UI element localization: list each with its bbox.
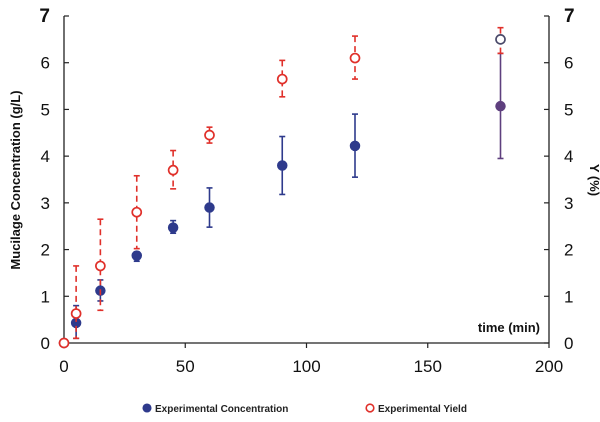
error-bar <box>279 59 286 98</box>
data-point <box>349 140 361 152</box>
y-tick-label: 3 <box>41 194 50 213</box>
x-tick-label: 0 <box>59 357 68 376</box>
x-tick-label: 50 <box>176 357 195 376</box>
y2-tick-label: 3 <box>564 194 573 213</box>
legend: Experimental Concentration Experimental … <box>142 403 467 415</box>
y-axis-title: Mucilage Concentration (g/L) <box>8 90 23 269</box>
data-point <box>131 250 142 261</box>
data-point <box>495 34 506 45</box>
legend-item-yield: Experimental Yield <box>365 403 467 415</box>
x-tick-label: 200 <box>535 357 563 376</box>
error-bar <box>73 265 80 340</box>
data-point <box>495 100 506 112</box>
error-bar <box>133 174 140 250</box>
y-tick-label: 5 <box>41 100 50 119</box>
x-tick-label: 100 <box>292 357 320 376</box>
y-tick-label: 7 <box>39 6 50 27</box>
legend-label-concentration: Experimental Concentration <box>155 404 288 415</box>
y2-tick-label: 5 <box>564 100 573 119</box>
x-tick-label: 150 <box>414 357 442 376</box>
x-axis-title: time (min) <box>478 320 540 335</box>
y-tick-label: 1 <box>41 287 50 306</box>
data-point <box>276 73 288 85</box>
data-point <box>58 337 70 349</box>
data-point <box>70 308 82 319</box>
y2-tick-label: 6 <box>564 54 573 73</box>
data-point <box>131 206 143 218</box>
legend-label-yield: Experimental Yield <box>378 404 467 415</box>
legend-marker-concentration <box>142 403 152 413</box>
y2-tick-label: 0 <box>564 334 573 353</box>
data-point <box>167 222 179 233</box>
y2-tick-label: 4 <box>564 147 573 166</box>
data-point <box>277 160 288 171</box>
y-tick-label: 6 <box>41 54 50 73</box>
legend-item-concentration: Experimental Concentration <box>142 403 288 415</box>
y-tick-label: 4 <box>41 147 50 166</box>
y2-tick-label: 1 <box>564 287 573 306</box>
y2-axis-title: Y (%) <box>587 164 600 196</box>
error-bar <box>170 149 177 190</box>
y2-tick-label: 2 <box>564 241 573 260</box>
data-point <box>95 260 106 272</box>
y-tick-label: 2 <box>41 241 50 260</box>
y2-tick-label: 7 <box>564 6 575 27</box>
series-yield <box>58 26 506 349</box>
series-layer <box>58 26 506 349</box>
y-tick-label: 0 <box>41 334 50 353</box>
legend-marker-yield <box>365 403 375 413</box>
ticks: 0 1 2 3 4 5 6 7 0 1 2 3 4 5 6 7 0 50 100 150 200 <box>39 6 574 376</box>
data-point <box>349 52 361 64</box>
data-point <box>204 202 215 213</box>
data-point <box>204 129 215 141</box>
data-point <box>167 164 179 176</box>
